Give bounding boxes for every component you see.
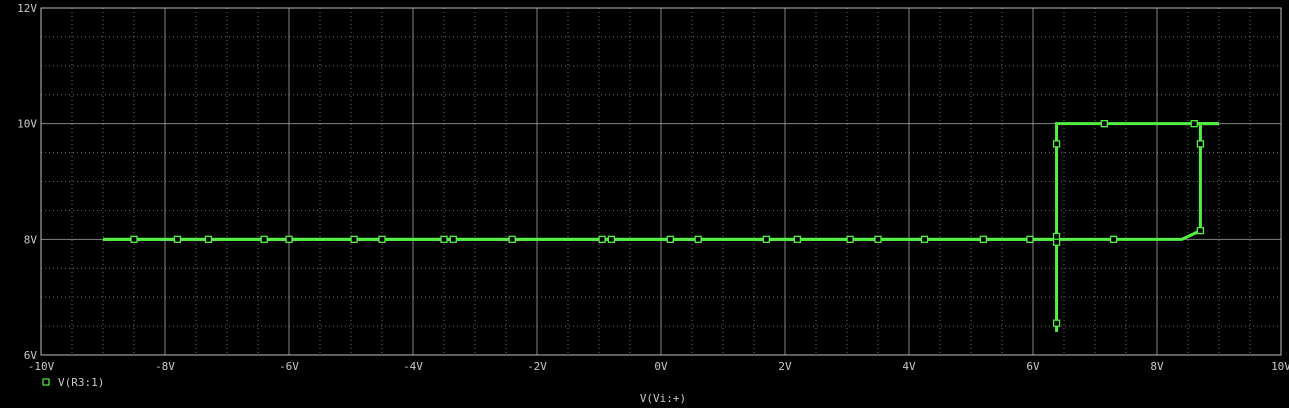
legend: V(R3:1) <box>42 376 104 389</box>
data-marker <box>1190 120 1198 128</box>
data-marker <box>666 235 674 243</box>
x-tick-label: -10V <box>28 360 55 373</box>
data-marker <box>1196 227 1205 235</box>
data-marker <box>1109 235 1118 243</box>
x-axis-title: V(Vi:+) <box>640 392 686 405</box>
legend-marker-icon <box>42 378 50 386</box>
x-tick-label: -4V <box>403 360 423 373</box>
data-marker <box>260 235 268 243</box>
x-tick-label: 6V <box>1026 360 1040 373</box>
x-tick-label: -2V <box>527 360 547 373</box>
data-marker <box>1052 238 1061 246</box>
data-marker <box>350 235 358 243</box>
plot-frame <box>40 7 1282 356</box>
x-tick-label: 4V <box>902 360 916 373</box>
x-tick-label: 0V <box>654 360 668 373</box>
data-marker <box>1052 140 1061 148</box>
data-marker <box>762 235 771 243</box>
x-tick-label: 10V <box>1271 360 1289 373</box>
data-marker <box>1100 120 1108 128</box>
data-marker <box>449 235 457 243</box>
data-marker <box>1052 232 1061 241</box>
data-marker <box>979 235 988 243</box>
x-tick-label: -8V <box>155 360 175 373</box>
x-tick-label: -6V <box>279 360 299 373</box>
x-tick-label: 8V <box>1150 360 1164 373</box>
x-tick-label: 2V <box>778 360 792 373</box>
data-marker <box>920 235 929 243</box>
legend-label: V(R3:1) <box>58 376 104 389</box>
data-marker <box>1026 235 1034 243</box>
grid <box>40 7 1282 356</box>
data-marker <box>508 235 516 243</box>
y-tick-label: 8V <box>24 233 38 246</box>
data-marker <box>793 235 802 243</box>
data-marker <box>130 235 138 243</box>
data-marker <box>694 235 702 243</box>
data-marker <box>440 235 448 243</box>
data-marker <box>1052 319 1061 327</box>
y-tick-label: 6V <box>24 349 38 362</box>
series-v-r3 <box>103 120 1219 332</box>
data-marker <box>204 235 213 243</box>
data-marker <box>285 235 293 243</box>
data-marker <box>846 235 854 243</box>
data-marker <box>874 235 882 243</box>
data-marker <box>607 235 616 243</box>
tick-labels: -10V -8V -6V -4V -2V 0V 2V 4V 6V 8V 10V 6V 8V 10V 12V <box>17 2 1289 373</box>
y-tick-label: 10V <box>17 118 37 131</box>
data-marker <box>378 235 386 243</box>
data-marker <box>173 235 182 243</box>
data-marker <box>598 235 606 243</box>
y-tick-label: 12V <box>17 2 37 15</box>
data-marker <box>1196 140 1205 148</box>
